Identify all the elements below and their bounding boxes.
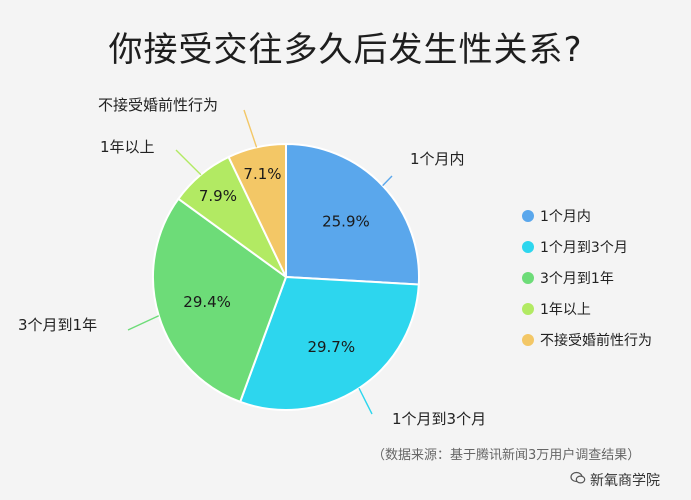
leader-line	[382, 175, 393, 187]
brand-name: 新氧商学院	[590, 473, 660, 489]
slice-value-label: 25.9%	[322, 212, 370, 230]
category-label: 不接受婚前性行为	[98, 96, 218, 114]
legend-swatch	[522, 303, 534, 315]
category-label: 1个月到3个月	[392, 410, 486, 428]
leader-line	[127, 315, 160, 331]
legend-swatch	[522, 210, 534, 222]
pie-slice	[285, 142, 420, 286]
category-label: 3个月到1年	[18, 316, 97, 334]
leader-line	[243, 109, 258, 148]
category-label: 1年以上	[100, 138, 155, 156]
legend-swatch	[522, 241, 534, 253]
slice-value-label: 7.1%	[243, 165, 281, 183]
legend-swatch	[522, 272, 534, 284]
legend-item-label: 1个月内	[540, 209, 591, 225]
slice-value-label: 29.4%	[183, 293, 231, 311]
legend-item-label: 不接受婚前性行为	[540, 332, 652, 349]
chart-title: 你接受交往多久后发生性关系?	[108, 30, 583, 70]
slice-value-label: 7.9%	[199, 187, 237, 205]
category-label: 1个月内	[410, 150, 465, 168]
legend-item-label: 1个月到3个月	[540, 240, 628, 256]
pie-slice	[227, 142, 287, 278]
leader-line	[358, 387, 373, 415]
wechat-bubble-icon	[570, 471, 586, 484]
slice-value-label: 29.7%	[307, 338, 355, 356]
source-note: （数据来源：基于腾讯新闻3万用户调查结果）	[372, 448, 641, 463]
legend-item-label: 1年以上	[540, 302, 591, 318]
legend-item-label: 3个月到1年	[540, 271, 614, 287]
leader-line	[175, 149, 202, 176]
legend-swatch	[522, 334, 534, 346]
